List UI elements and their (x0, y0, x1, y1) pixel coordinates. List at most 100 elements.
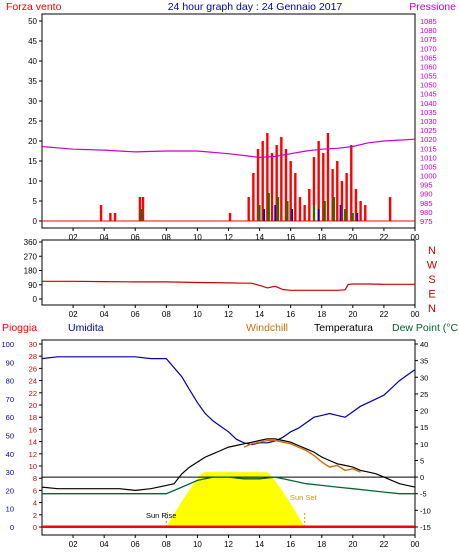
rain-legend: Pioggia (2, 322, 37, 334)
wind-bar (284, 149, 288, 221)
wind-bar (247, 197, 250, 221)
temperature-legend: Temperatura (314, 322, 373, 334)
wind-y-tick-label: 5 (33, 197, 38, 206)
pressure-y-tick-label: 1025 (420, 126, 437, 135)
gust-blue-bar (291, 209, 294, 221)
temp-y-tick-label: 35 (420, 357, 428, 366)
direction-x-tick-label: 22 (379, 310, 388, 319)
temp-y-tick-label: 20 (420, 407, 428, 416)
wind-bar (350, 145, 353, 221)
gust-blue-bar (339, 205, 342, 221)
wind-x-tick-label: 16 (286, 233, 295, 242)
pressure-y-tick-label: 1030 (420, 117, 437, 126)
direction-y-tick-label: 0 (33, 295, 38, 304)
temp-x-tick-label: 22 (379, 540, 388, 549)
gust-green-bar (312, 205, 315, 221)
wind-axis-label: Forza vento (6, 1, 62, 13)
direction-line (42, 280, 415, 291)
pressure-y-tick-label: 1055 (420, 72, 437, 81)
plot-layer: 0510152025303540455097598098599099510001… (1, 17, 437, 549)
rain-y-tick-label: 18 (29, 413, 37, 422)
pressure-y-tick-label: 1085 (420, 17, 437, 26)
compass-label: S (428, 274, 435, 286)
rain-y-tick-label: 14 (29, 438, 37, 447)
rain-y-tick-label: 24 (29, 377, 37, 386)
direction-y-tick-label: 180 (24, 267, 38, 276)
rain-y-tick-label: 8 (33, 474, 37, 483)
humidity-y-tick-label: 70 (6, 395, 14, 404)
pressure-y-tick-label: 995 (420, 181, 433, 190)
temp-y-tick-label: -15 (420, 523, 431, 532)
pressure-y-tick-label: 1060 (420, 62, 437, 71)
direction-x-tick-label: 12 (224, 310, 233, 319)
temp-y-tick-label: 30 (420, 373, 428, 382)
temp-x-tick-label: 06 (131, 540, 140, 549)
humidity-y-tick-label: 10 (6, 505, 14, 514)
temp-x-tick-label: 08 (162, 540, 171, 549)
wind-bar (113, 213, 117, 221)
rain-y-tick-label: 26 (29, 364, 37, 373)
wind-bar (303, 205, 306, 221)
temp-y-tick-label: -10 (420, 506, 431, 515)
wind-x-tick-label: 04 (100, 233, 109, 242)
gust-green-bar (351, 213, 354, 221)
pressure-y-tick-label: 1020 (420, 135, 437, 144)
pressure-y-tick-label: 985 (420, 199, 433, 208)
wind-y-tick-label: 15 (28, 157, 37, 166)
wind-bar (312, 157, 316, 221)
wind-bar (256, 149, 260, 221)
wind-x-tick-label: 06 (131, 233, 140, 242)
pressure-y-tick-label: 980 (420, 208, 433, 217)
dewpoint-line (42, 476, 415, 495)
rain-y-tick-label: 20 (29, 401, 37, 410)
temp-x-tick-label: 18 (317, 540, 326, 549)
gust-green-bar (277, 197, 280, 221)
humidity-y-tick-label: 80 (6, 377, 14, 386)
pressure-y-tick-label: 990 (420, 190, 433, 199)
wind-bar (388, 197, 392, 221)
pressure-y-tick-label: 1015 (420, 144, 437, 153)
wind-bar (266, 133, 269, 221)
temp-x-tick-label: 20 (348, 540, 357, 549)
compass-label: W (427, 260, 438, 272)
temp-x-tick-label: 02 (69, 540, 78, 549)
direction-x-tick-label: 06 (131, 310, 140, 319)
gust-blue-bar (356, 213, 359, 221)
gust-green-bar (140, 209, 143, 221)
pressure-y-tick-label: 1080 (420, 26, 437, 35)
gust-green-bar (344, 209, 347, 221)
gust-green-bar (258, 205, 261, 221)
direction-x-tick-label: 18 (317, 310, 326, 319)
humidity-y-tick-label: 50 (6, 432, 14, 441)
pressure-y-tick-label: 1070 (420, 44, 437, 53)
wind-direction-frame (41, 239, 416, 306)
wind-bar (354, 189, 358, 221)
wind-bar (336, 161, 339, 221)
wind-bar (294, 173, 297, 221)
wind-bar (228, 213, 232, 221)
wind-bar (270, 153, 274, 221)
wind-bar (109, 213, 112, 221)
wind-bar (364, 205, 367, 221)
temp-x-tick-label: 10 (193, 540, 202, 549)
wind-x-tick-label: 18 (317, 233, 326, 242)
pressure-y-tick-label: 1035 (420, 108, 437, 117)
wind-bar (289, 161, 292, 221)
wind-bar (359, 201, 362, 221)
pressure-axis-label: Pressione (409, 1, 456, 13)
wind-x-tick-label: 00 (411, 233, 420, 242)
wind-pressure-frame (41, 13, 416, 229)
rain-y-tick-label: 12 (29, 450, 37, 459)
wind-bar (340, 181, 344, 221)
gust-green-bar (267, 193, 270, 221)
wind-bar (298, 197, 302, 221)
humidity-y-tick-label: 30 (6, 468, 14, 477)
humidity-y-tick-label: 90 (6, 358, 14, 367)
rain-y-tick-label: 2 (33, 511, 37, 520)
rain-y-tick-label: 28 (29, 352, 37, 361)
gust-blue-bar (317, 209, 320, 221)
temperature-line (41, 438, 416, 492)
direction-x-tick-label: 16 (286, 310, 295, 319)
pressure-y-tick-label: 1010 (420, 153, 437, 162)
